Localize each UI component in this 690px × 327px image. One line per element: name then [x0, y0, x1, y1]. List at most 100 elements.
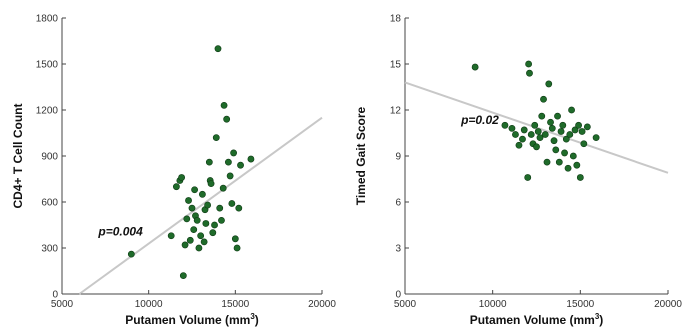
chart-1-data-point [183, 215, 191, 223]
chart-1-trend-line [78, 116, 323, 295]
chart-1-data-point [195, 244, 203, 252]
chart-1-data-point [181, 241, 189, 249]
chart-2-y-tick-label: 0 [395, 290, 401, 301]
chart-1-x-tick-label: 5000 [51, 299, 74, 310]
chart-1-data-point [219, 184, 227, 192]
chart-1-data-point [220, 102, 228, 109]
chart-2-data-point [541, 131, 549, 138]
chart-2-data-point [515, 141, 523, 149]
chart-2-data-point [527, 131, 535, 138]
chart-1-y-tick-label: 900 [41, 152, 58, 163]
chart-2-data-point [557, 128, 565, 135]
chart-1-data-point [223, 115, 231, 123]
chart-panel-1: 0 300 600 900 1200 1500 1800 5000 10000 15000 2000… [11, 14, 336, 327]
chart-1-data-point [231, 235, 239, 243]
chart-1-data-point [233, 244, 241, 252]
chart-2-data-point [547, 118, 554, 126]
chart-1-data-point [205, 158, 213, 166]
chart-2-data-point [580, 140, 588, 148]
chart-1-y-tick-label: 1500 [36, 60, 59, 71]
chart-1-data-point [226, 172, 234, 180]
chart-2-data-point [592, 134, 600, 141]
chart-2-data-point [538, 112, 546, 120]
chart-1-data-point [178, 174, 185, 181]
chart-1-data-point [247, 155, 255, 163]
chart-1-data-point [218, 216, 225, 224]
chart-1-y-tick-label: 1800 [36, 14, 59, 25]
chart-1-data-point [127, 250, 135, 258]
chart-1-data-point [186, 236, 194, 244]
chart-1-data-point [193, 216, 201, 224]
chart-2-x-tick-label: 15000 [566, 299, 594, 310]
chart-2-data-point [526, 69, 533, 77]
chart-2-x-tick-label: 5000 [394, 299, 417, 310]
chart-2-data-point [540, 95, 547, 103]
chart-1-data-point [237, 161, 244, 169]
chart-2-data-point [568, 106, 575, 114]
chart-1-data-point [172, 183, 180, 191]
chart-panel-2: 0 3 6 9 12 15 18 5000 10000 15000 20000 p=0.02 Putam… [354, 14, 682, 327]
chart-2-data-point [561, 149, 568, 157]
chart-1-data-point [214, 45, 222, 53]
chart-1-data-point [230, 149, 237, 157]
chart-2-y-tick-label: 9 [395, 152, 401, 163]
chart-2-data-point [578, 128, 586, 135]
chart-2-data-point [508, 124, 516, 132]
chart-2-data-point [543, 158, 551, 166]
chart-1-x-tick-label: 15000 [221, 299, 249, 310]
chart-2-data-point [471, 63, 479, 71]
chart-2-data-point [555, 158, 563, 166]
chart-2-data-point [520, 126, 528, 134]
chart-1-data-point [209, 229, 217, 237]
chart-2-y-tick-label: 3 [395, 244, 401, 255]
chart-1-data-point [228, 200, 236, 207]
chart-2-data-point [575, 121, 582, 129]
chart-2-y-tick-label: 18 [390, 14, 402, 25]
chart-2-data-point [573, 161, 581, 169]
chart-2-data-point [571, 126, 579, 134]
chart-1-data-point [200, 238, 208, 246]
chart-1-x-axis-label: Putamen Volume (mm3) [125, 312, 259, 327]
chart-1-data-point [207, 180, 215, 187]
chart-1-data-point [216, 204, 224, 212]
chart-2-y-tick-label: 12 [390, 106, 402, 117]
chart-1-x-tick-label: 20000 [308, 299, 336, 310]
chart-2-data-point [531, 121, 539, 129]
chart-2-x-tick-label: 20000 [654, 299, 682, 310]
chart-1-data-point [204, 201, 211, 209]
chart-2-x-tick-label: 10000 [479, 299, 507, 310]
chart-1-data-point [212, 134, 220, 141]
chart-1-data-point [224, 158, 232, 166]
chart-2-y-axis-label: Timed Gait Score [354, 106, 368, 205]
chart-2-data-point [550, 137, 558, 145]
chart-1-data-point [179, 272, 187, 279]
chart-2-data-point [562, 135, 570, 143]
chart-2-data-point [576, 174, 584, 181]
chart-2-y-tick-label: 6 [395, 198, 401, 209]
chart-1-data-point [185, 197, 192, 204]
chart-2-data-point [583, 123, 591, 131]
chart-1-y-tick-label: 1200 [36, 106, 59, 117]
chart-2-data-point [569, 152, 577, 160]
chart-2-data-point [525, 60, 533, 68]
chart-1-y-tick-label: 600 [41, 198, 58, 209]
chart-2-data-point [566, 131, 574, 138]
chart-2-data-point [536, 134, 544, 141]
chart-1-y-tick-label: 0 [52, 290, 58, 301]
chart-1-data-point [188, 204, 196, 212]
chart-1-data-point [202, 220, 210, 227]
chart-2-data-point [545, 80, 553, 88]
chart-2-data-point [548, 124, 556, 132]
chart-2-data-point [534, 128, 542, 135]
chart-2-data-point [559, 121, 567, 129]
chart-2-p-value-annotation: p=0.02 [460, 113, 499, 127]
chart-1-data-point [190, 226, 198, 233]
chart-1-p-value-annotation: p=0.004 [97, 225, 143, 239]
chart-2-data-point [524, 174, 532, 181]
chart-2-data-point [552, 146, 560, 154]
chart-1-x-tick-label: 10000 [135, 299, 163, 310]
chart-1-y-tick-label: 300 [41, 244, 58, 255]
chart-1-data-point [167, 232, 175, 240]
chart-2-data-point [512, 131, 519, 138]
